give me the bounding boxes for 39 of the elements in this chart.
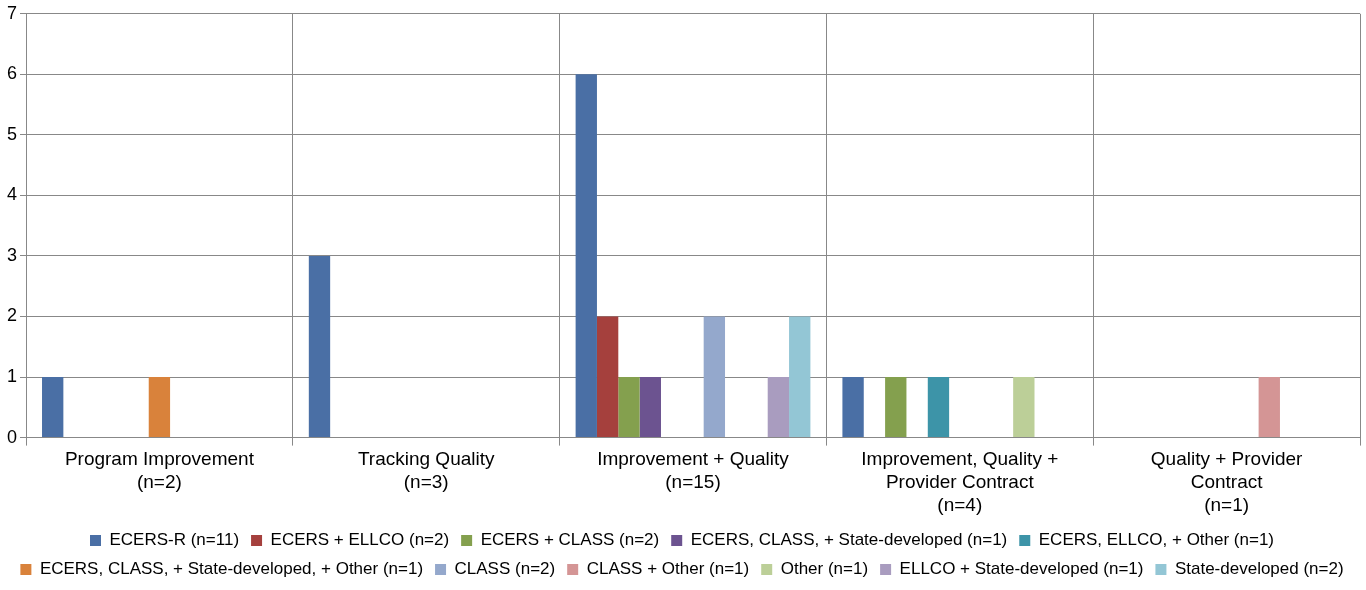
x-tick-label: Quality + Provider Contract (n=1) [1150,448,1304,515]
bar [703,316,726,438]
legend-label: ECERS, CLASS, + State-developed (n=1) [690,530,1008,550]
y-tick-label: 3 [7,244,18,265]
bar [575,74,597,438]
y-tick-label: 1 [7,366,18,387]
bar [789,316,811,438]
x-tick-label: Tracking Quality (n=3) [357,448,495,493]
bar [618,377,640,438]
y-tick-label: 4 [7,184,18,205]
legend-label: ELLCO + State-developed (n=1) [899,559,1144,579]
bar [1013,377,1035,438]
legend-label: ECERS + ELLCO (n=2) [270,530,450,550]
y-tick-label: 2 [7,305,18,326]
legend-label: ECERS, ELLCO, + Other (n=1) [1038,530,1275,550]
legend-label: CLASS + Other (n=1) [586,559,750,579]
bar [42,377,64,438]
x-tick-label: Program Improvement (n=2) [64,448,255,493]
legend-label: ECERS + CLASS (n=2) [480,530,660,550]
bar [596,316,619,438]
legend-label: ECERS-R (n=11) [109,530,240,550]
legend-label: Other (n=1) [780,559,869,579]
legend-label: CLASS (n=2) [454,559,556,579]
bar [308,255,331,438]
bar [639,377,661,438]
bar [885,377,907,438]
bar [927,377,950,438]
bar [1258,377,1280,438]
y-tick-label: 7 [7,2,18,23]
y-tick-label: 6 [7,63,18,84]
x-tick-label: Improvement + Quality (n=15) [597,448,790,493]
bar [842,377,864,438]
bar [767,377,790,438]
bar [148,377,171,438]
x-tick-label: Improvement, Quality + Provider Contract (n=4) [861,448,1059,515]
y-tick-label: 0 [7,426,18,447]
legend-label: ECERS, CLASS, + State-developed, + Other (n=1) [39,559,424,579]
y-tick-label: 5 [7,123,18,144]
legend-label: State-developed (n=2) [1174,559,1344,579]
